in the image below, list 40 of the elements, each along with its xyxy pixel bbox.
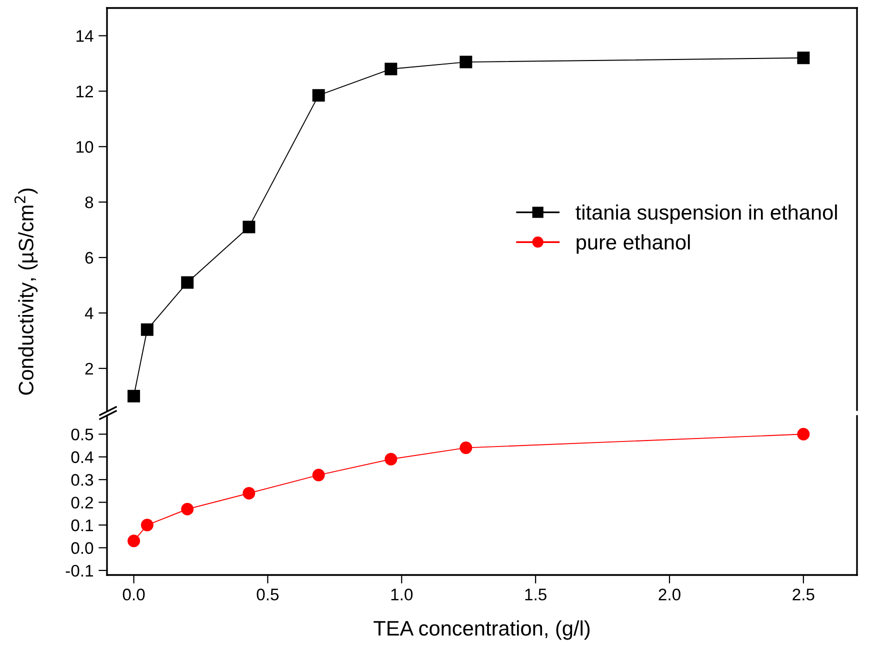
- point: [312, 468, 325, 482]
- y-tick-label: 0.1: [71, 519, 93, 532]
- y-tick-label: 12: [76, 86, 93, 98]
- legend-label: pure ethanol: [576, 234, 690, 254]
- point: [384, 62, 398, 76]
- point: [181, 502, 194, 516]
- y-axis-title: Conductivity, (µS/cm$^{2}$): [14, 188, 38, 395]
- y-tick-label: 2: [85, 362, 93, 374]
- point: [460, 56, 472, 68]
- x-tick-label: 2.5: [792, 588, 814, 600]
- x-tick-label: 1.5: [525, 588, 546, 600]
- x-axis-title: TEA concentration, (g/l): [374, 620, 590, 640]
- point: [384, 452, 398, 466]
- point: [460, 442, 472, 454]
- y-tick-label: -0.1: [66, 564, 93, 577]
- point: [242, 486, 256, 500]
- legend-label: titania suspension in ethanol: [576, 204, 837, 224]
- x-tick-label: 0.5: [256, 588, 279, 600]
- y-tick-label: 14: [76, 30, 94, 42]
- y-tick-label: 0.4: [71, 451, 94, 464]
- y-tick-label: 0.3: [71, 474, 94, 486]
- y-tick-label: 4: [84, 308, 94, 320]
- y-tick-label: 0.0: [71, 542, 94, 554]
- x-tick-label: 2.0: [658, 588, 680, 600]
- point: [797, 52, 810, 64]
- point: [797, 428, 810, 440]
- y-tick-label: 10: [76, 141, 94, 153]
- point: [181, 276, 194, 289]
- point: [140, 323, 154, 336]
- point: [128, 390, 140, 402]
- y-tick-label: 6: [85, 252, 94, 264]
- y-tick-label: 8: [85, 196, 94, 208]
- point: [128, 534, 140, 548]
- x-tick-label: 1.0: [391, 588, 413, 600]
- y-tick-label: 0.5: [71, 428, 94, 440]
- point: [312, 89, 325, 102]
- x-tick-label: 0.0: [122, 588, 145, 600]
- y-tick-label: 0.2: [71, 496, 93, 509]
- point: [140, 518, 154, 532]
- point: [242, 220, 256, 234]
